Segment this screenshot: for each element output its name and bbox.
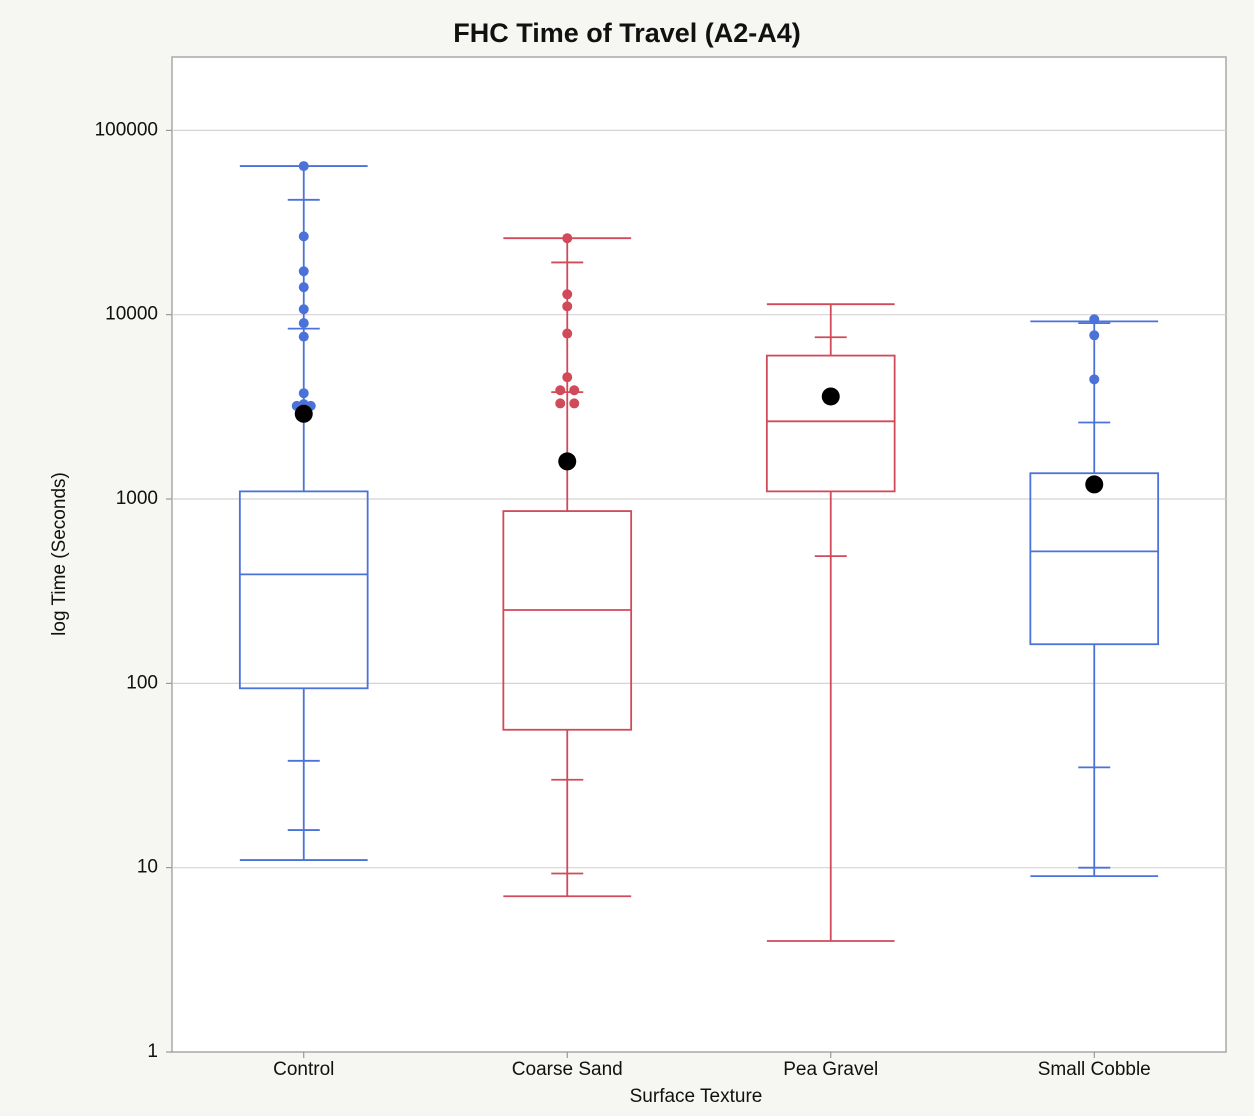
- y-tick-label: 100: [126, 672, 158, 693]
- mean-marker: [821, 387, 840, 406]
- outlier-point: [569, 385, 580, 396]
- mean-marker: [558, 452, 577, 471]
- outlier-point: [1089, 330, 1100, 341]
- outlier-point: [1089, 314, 1100, 325]
- mean-marker: [1085, 475, 1104, 494]
- outlier-point: [562, 372, 573, 383]
- x-tick-label: Pea Gravel: [783, 1059, 878, 1080]
- outlier-point: [562, 301, 573, 312]
- x-tick-label: Small Cobble: [1038, 1059, 1151, 1080]
- outlier-point: [298, 231, 309, 242]
- outlier-point: [562, 233, 573, 244]
- outlier-point: [298, 304, 309, 315]
- outlier-point: [298, 161, 309, 172]
- y-tick-label: 1000: [116, 488, 158, 509]
- mean-marker: [294, 404, 313, 423]
- outlier-point: [1089, 374, 1100, 385]
- outlier-point: [555, 398, 566, 409]
- box: [238, 490, 369, 690]
- outlier-point: [298, 318, 309, 329]
- outlier-point: [569, 398, 580, 409]
- outlier-point: [562, 289, 573, 300]
- outlier-point: [562, 328, 573, 339]
- plot-area: [171, 56, 1227, 1053]
- outlier-point: [298, 331, 309, 342]
- x-tick-label: Control: [273, 1059, 334, 1080]
- outlier-point: [298, 388, 309, 399]
- x-tick-label: Coarse Sand: [512, 1059, 623, 1080]
- x-axis-title: Surface Texture: [630, 1086, 763, 1107]
- y-tick-label: 10000: [105, 304, 158, 325]
- y-axis-title: log Time (Seconds): [49, 472, 70, 636]
- y-tick-label: 1: [147, 1041, 158, 1062]
- box: [765, 354, 896, 493]
- box: [502, 510, 633, 731]
- outlier-point: [298, 266, 309, 277]
- outlier-point: [298, 282, 309, 293]
- y-tick-label: 10: [137, 857, 158, 878]
- box: [1029, 472, 1160, 646]
- chart-title: FHC Time of Travel (A2-A4): [453, 18, 801, 48]
- outlier-point: [555, 385, 566, 396]
- y-tick-label: 100000: [95, 119, 158, 140]
